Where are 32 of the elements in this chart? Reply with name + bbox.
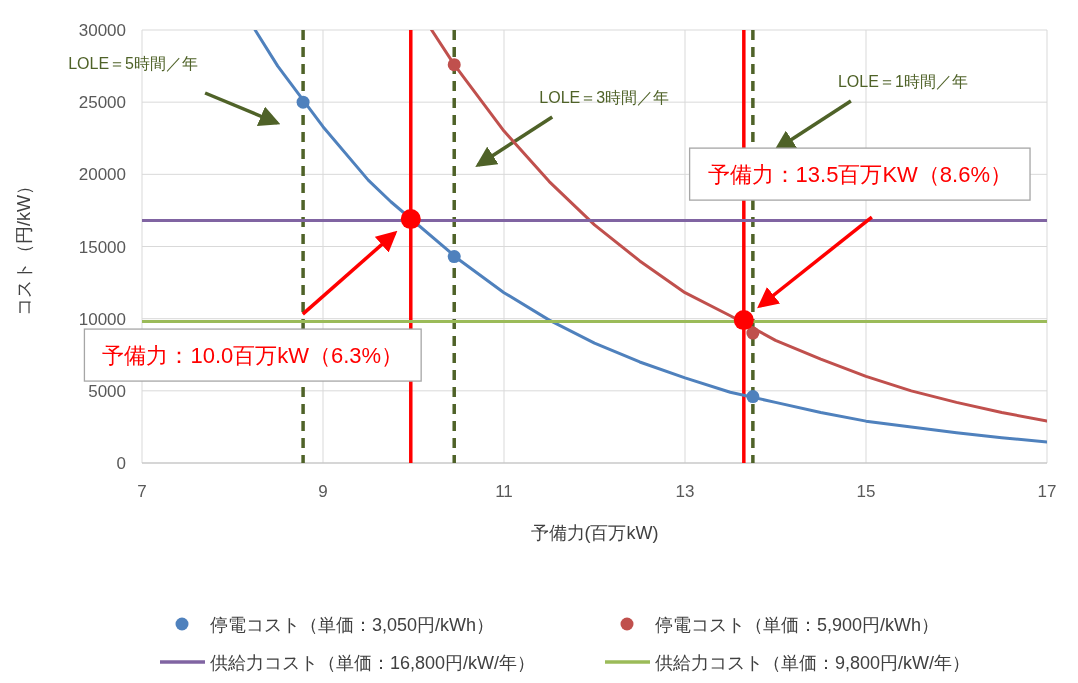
point xyxy=(447,250,461,264)
legend-label: 供給力コスト（単価：16,800円/kW/年） xyxy=(210,653,536,673)
point xyxy=(296,95,310,109)
ref-line-label: LOLE＝1時間／年 xyxy=(837,73,968,90)
x-axis-title: 予備力(百万kW) xyxy=(530,523,659,543)
annotation: 予備力：10.0百万kW（6.3%） xyxy=(102,343,404,369)
ref-line-label: LOLE＝5時間／年 xyxy=(68,55,198,72)
y-tick-label: 30000 xyxy=(78,21,126,40)
y-tick-label: 25000 xyxy=(78,93,126,113)
x-tick-label: 15 xyxy=(856,482,876,501)
legend-label: 停電コスト（単価：5,900円/kWh） xyxy=(655,615,940,635)
point xyxy=(447,58,461,72)
point xyxy=(733,310,754,331)
x-tick-label: 17 xyxy=(1037,482,1057,501)
x-tick-label: 13 xyxy=(675,482,695,501)
legend-label: 供給力コスト（単価：9,800円/kW/年） xyxy=(655,653,971,673)
legend-label: 停電コスト（単価：3,050円/kWh） xyxy=(210,615,495,635)
x-tick-label: 11 xyxy=(495,482,513,501)
point xyxy=(746,326,760,340)
y-tick-label: 0 xyxy=(116,454,126,473)
point xyxy=(746,390,760,404)
y-axis-title: コスト（円/kW） xyxy=(14,177,34,316)
y-tick-label: 5000 xyxy=(88,381,126,401)
x-tick-label: 9 xyxy=(318,482,328,501)
annotation: 予備力：13.5百万KW（8.6%） xyxy=(688,147,1031,309)
x-tick-label: 7 xyxy=(137,482,147,501)
y-tick-label: 15000 xyxy=(78,237,126,257)
y-tick-label: 20000 xyxy=(78,165,126,185)
ref-line-label: LOLE＝3時間／年 xyxy=(539,89,670,106)
point xyxy=(400,209,421,230)
annotation: 予備力：13.5百万KW（8.6%） xyxy=(707,162,1013,188)
y-tick-label: 10000 xyxy=(78,309,126,329)
